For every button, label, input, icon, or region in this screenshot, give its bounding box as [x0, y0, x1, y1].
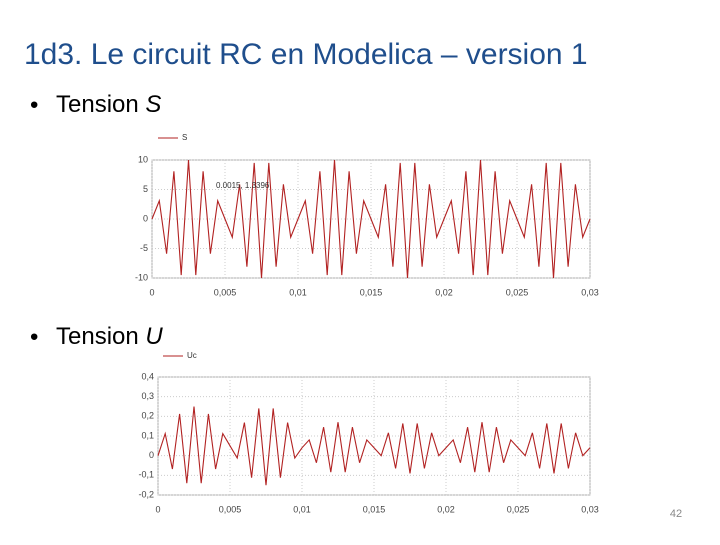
bullet-text: Tension: [56, 91, 139, 118]
y-tick-label: -10: [135, 272, 148, 282]
y-tick-label: 0: [143, 213, 148, 223]
x-tick-label: 0,03: [581, 287, 599, 297]
y-tick-label: 0: [149, 450, 154, 460]
x-tick-label: 0: [149, 287, 154, 297]
x-tick-label: 0: [155, 504, 160, 514]
x-tick-label: 0,01: [293, 504, 311, 514]
y-tick-label: -5: [140, 243, 148, 253]
slide-title: 1d3. Le circuit RC en Modelica – version…: [24, 38, 588, 71]
x-tick-label: 0,01: [289, 287, 307, 297]
bullet: Tension U: [56, 323, 163, 350]
y-tick-label: -0,2: [138, 489, 154, 499]
legend-label: S: [182, 133, 187, 142]
y-tick-label: 0,3: [141, 391, 154, 401]
x-tick-label: 0,025: [507, 504, 530, 514]
bullet-var: S: [145, 91, 161, 118]
y-tick-label: 0,1: [141, 430, 154, 440]
data-line: [151, 159, 591, 279]
x-tick-label: 0,015: [360, 287, 383, 297]
y-tick-label: 0,4: [141, 371, 154, 381]
x-tick-label: 0,005: [219, 504, 242, 514]
bullet-dot: •: [30, 91, 38, 118]
y-tick-label: 0,2: [141, 411, 154, 421]
x-tick-label: 0,02: [435, 287, 453, 297]
page-number: 42: [670, 508, 682, 520]
x-tick-label: 0,005: [214, 287, 237, 297]
bullet-dot: •: [30, 323, 38, 350]
x-tick-label: 0,02: [437, 504, 455, 514]
x-tick-label: 0,015: [363, 504, 386, 514]
data-line: [157, 406, 591, 486]
bullet: Tension S: [56, 91, 161, 118]
annotation: 0.0015, 1.3396: [216, 181, 270, 190]
y-tick-label: -0,1: [138, 470, 154, 480]
bullet-text: Tension: [56, 323, 139, 350]
legend-label: Uc: [187, 351, 197, 360]
x-tick-label: 0,025: [506, 287, 529, 297]
x-tick-label: 0,03: [581, 504, 599, 514]
bullet-var: U: [145, 323, 163, 350]
y-tick-label: 5: [143, 184, 148, 194]
y-tick-label: 10: [138, 154, 148, 164]
